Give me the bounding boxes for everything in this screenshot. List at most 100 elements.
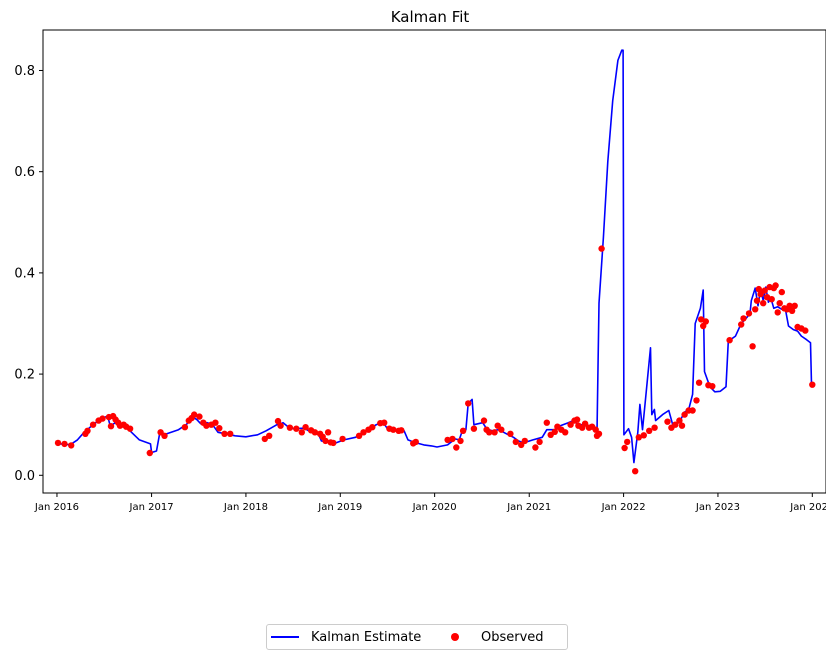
x-tick-label: Jan 2019 <box>317 502 362 513</box>
observed-point <box>562 429 569 436</box>
observed-point <box>702 318 709 325</box>
y-tick-label: 0.2 <box>14 368 35 383</box>
observed-point <box>293 425 300 432</box>
observed-point <box>802 327 809 334</box>
observed-point <box>196 413 203 420</box>
observed-point <box>551 428 558 435</box>
x-axis: Jan 2016 Jan 2017 Jan 2018 Jan 2019 Jan 2020… <box>34 493 826 513</box>
observed-point <box>486 429 493 436</box>
kalman-fit-chart: Kalman Fit 0.00.20.40.60.8 Jan 2016 Jan 2… <box>14 8 826 513</box>
observed-point <box>809 381 816 388</box>
observed-point <box>573 416 581 423</box>
observed-point <box>277 422 284 429</box>
observed-point <box>753 297 761 304</box>
observed-point <box>398 427 405 434</box>
y-axis: 0.0 0.2 0.4 0.6 0.8 <box>14 64 43 484</box>
observed-point <box>68 442 75 449</box>
x-tick-label: Jan 2016 <box>34 502 79 513</box>
observed-point <box>693 397 700 404</box>
observed-point <box>651 424 658 431</box>
observed-point <box>480 417 488 424</box>
observed-point <box>212 419 219 426</box>
observed-point <box>330 439 337 447</box>
y-tick-label: 0.0 <box>14 469 35 484</box>
observed-point <box>444 436 451 444</box>
observed-point <box>161 432 168 439</box>
observed-point <box>191 411 198 418</box>
observed-point <box>755 285 762 293</box>
chart-title: Kalman Fit <box>391 8 470 26</box>
observed-point <box>598 245 605 252</box>
observed-point <box>768 296 775 303</box>
legend: Kalman Estimate Observed <box>266 624 568 650</box>
legend-item-observed: Observed <box>441 625 544 649</box>
observed-point <box>621 444 628 452</box>
legend-dot-swatch <box>451 633 459 641</box>
observed-point <box>465 400 472 407</box>
observed-point <box>791 302 798 309</box>
x-tick-label: Jan 2017 <box>129 502 174 513</box>
observed-point <box>203 422 210 429</box>
x-tick-label: Jan 2018 <box>223 502 268 513</box>
legend-label-kalman: Kalman Estimate <box>311 629 422 645</box>
observed-point <box>324 429 332 436</box>
observed-point <box>595 430 603 437</box>
observed-point <box>738 321 745 328</box>
observed-point <box>470 425 478 432</box>
observed-point <box>449 435 456 443</box>
observed-point <box>635 434 642 441</box>
observed-point <box>512 438 519 446</box>
observed-point <box>695 379 703 386</box>
observed-point <box>776 300 783 307</box>
observed-point <box>681 411 688 418</box>
observed-point <box>536 438 543 446</box>
observed-point <box>227 430 234 437</box>
plot-frame <box>42 29 826 494</box>
observed-point <box>381 419 388 426</box>
observed-point <box>772 282 779 289</box>
observed-point <box>457 437 464 445</box>
observed-point <box>521 437 528 445</box>
x-tick-label: Jan 2022 <box>601 502 646 513</box>
observed-point <box>360 429 367 436</box>
observed-point <box>745 310 753 317</box>
observed-point <box>778 288 785 296</box>
plot-area <box>54 49 816 475</box>
observed-point <box>322 437 329 445</box>
observed-point <box>646 427 653 434</box>
observed-point <box>339 435 346 443</box>
observed-point <box>676 417 683 424</box>
observed-point <box>298 429 305 436</box>
observed-point <box>181 424 189 431</box>
observed-point <box>491 429 498 436</box>
observed-point <box>752 306 759 313</box>
observed-point <box>89 421 97 428</box>
observed-point <box>99 415 106 422</box>
observed-point <box>216 425 223 432</box>
observed-point <box>266 432 273 439</box>
observed-point <box>532 444 539 451</box>
observed-point <box>788 307 796 314</box>
observed-point <box>390 426 397 433</box>
legend-item-kalman: Kalman Estimate <box>271 625 421 649</box>
observed-point <box>146 449 153 457</box>
observed-point <box>726 337 733 344</box>
observed-point <box>221 430 228 437</box>
observed-point <box>459 427 467 434</box>
y-tick-label: 0.4 <box>14 266 35 281</box>
x-tick-label: Jan 2021 <box>506 502 551 513</box>
observed-point <box>640 432 647 439</box>
observed-point <box>632 468 639 475</box>
observed-point <box>302 424 309 431</box>
observed-point <box>286 424 294 431</box>
observed-point <box>507 430 514 437</box>
observed-point <box>689 407 696 414</box>
observed-point <box>749 343 756 350</box>
x-tick-label: Jan 2024 <box>789 502 826 513</box>
observed-point <box>567 421 574 428</box>
observed-point <box>678 422 686 429</box>
observed-point <box>543 419 550 426</box>
observed-point <box>761 287 768 294</box>
observed-point <box>355 432 363 439</box>
observed-point <box>126 425 134 432</box>
